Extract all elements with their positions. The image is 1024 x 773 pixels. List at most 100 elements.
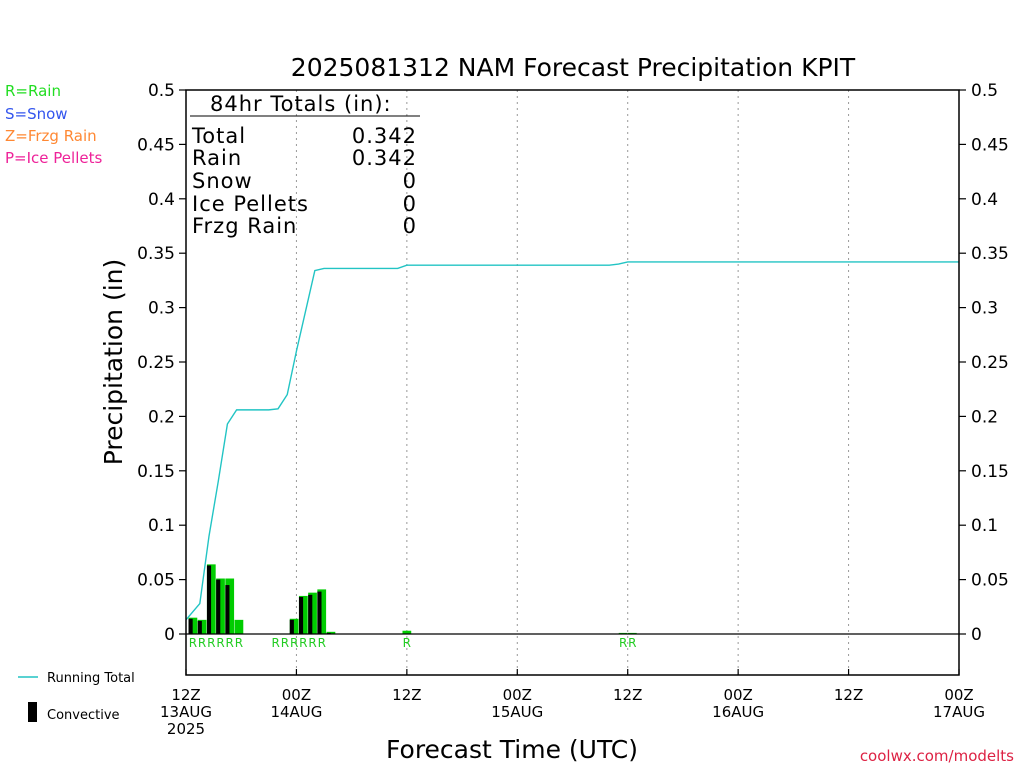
running-total-line <box>185 261 959 621</box>
y-tick-label-right: 0.4 <box>971 190 998 210</box>
rain-bar <box>225 578 235 634</box>
x-tick-label: 12Z <box>613 686 642 704</box>
ptype-legend-rain: R=Rain <box>5 82 61 100</box>
rain-bar <box>188 617 198 634</box>
y-tick-label-left: 0.5 <box>148 81 175 101</box>
rain-bar <box>402 630 412 634</box>
ptype-label: R <box>189 636 197 650</box>
y-tick-label-right: 0.15 <box>971 462 1009 482</box>
totals-label-rain: Rain <box>192 146 242 170</box>
grid-lines <box>295 90 850 675</box>
rain-bar <box>216 578 225 634</box>
plot-frame <box>185 89 960 676</box>
y-tick-label-left: 0.25 <box>137 353 175 373</box>
convective-bar <box>216 579 221 634</box>
convective-bar <box>188 618 193 634</box>
x-tick-label: 00Z <box>282 686 311 704</box>
y-tick-label-left: 0.4 <box>148 190 175 210</box>
rain-bar <box>326 631 336 634</box>
ptype-label: R <box>290 636 298 650</box>
x-tick-label: 17AUG <box>933 703 985 721</box>
chart-title: 2025081312 NAM Forecast Precipitation KP… <box>291 53 856 82</box>
ptype-label: R <box>619 636 627 650</box>
y-tick-label-right: 0.25 <box>971 353 1009 373</box>
x-tick-label: 00Z <box>503 686 532 704</box>
rain-bar <box>298 595 308 634</box>
totals-value-ice-pellets: 0 <box>403 192 417 216</box>
convective-bar <box>308 594 313 634</box>
convective-bar <box>206 565 212 634</box>
totals-box: 84hr Totals (in): Total 0.342 Rain 0.342… <box>190 92 420 238</box>
rain-bar <box>289 618 299 634</box>
ptype-legend-ice-pellets: P=Ice Pellets <box>5 149 102 167</box>
ptype-legend-frzg-rain: Z=Frzg Rain <box>5 127 97 145</box>
credit-text: coolwx.com/modelts <box>860 747 1014 765</box>
convective-legend-swatch <box>28 702 37 722</box>
ptype-legend-snow: S=Snow <box>5 105 68 123</box>
y-tick-label-left: 0.05 <box>137 571 175 591</box>
convective-bar <box>289 619 294 634</box>
x-axis-label: Forecast Time (UTC) <box>386 735 638 764</box>
x-tick-label: 12Z <box>171 686 200 704</box>
x-tick-label: 2025 <box>167 720 205 738</box>
totals-value-frzg-rain: 0 <box>403 214 417 238</box>
y-tick-label-left: 0.35 <box>137 244 175 264</box>
convective-bar <box>298 597 304 634</box>
series-legend: Running Total Convective <box>18 671 135 723</box>
x-tick-label: 00Z <box>944 686 973 704</box>
y-tick-label-left: 0.1 <box>148 516 175 536</box>
y-tick-label-left: 0.15 <box>137 462 175 482</box>
y-tick-label-right: 0.5 <box>971 81 998 101</box>
totals-label-total: Total <box>191 124 246 148</box>
ptype-label: R <box>628 636 636 650</box>
y-tick-label-right: 0.1 <box>971 516 998 536</box>
x-tick-label: 13AUG <box>160 703 212 721</box>
ptype-label: R <box>299 636 307 650</box>
rain-bar <box>206 564 216 634</box>
ptype-label: R <box>226 636 234 650</box>
y-tick-label-left: 0 <box>164 625 175 645</box>
y-tick-label-right: 0.45 <box>971 135 1009 155</box>
y-tick-label-right: 0 <box>971 625 982 645</box>
running-total-legend-label: Running Total <box>47 671 135 686</box>
totals-value-snow: 0 <box>403 169 417 193</box>
rain-bar <box>234 619 244 634</box>
totals-value-total: 0.342 <box>352 124 417 148</box>
ptype-label: R <box>318 636 326 650</box>
x-tick-label: 00Z <box>723 686 752 704</box>
totals-value-rain: 0.342 <box>352 146 417 170</box>
y-tick-label-left: 0.2 <box>148 407 175 427</box>
y-tick-label-left: 0.45 <box>137 135 175 155</box>
rain-bar <box>317 589 327 634</box>
totals-label-ice-pellets: Ice Pellets <box>192 192 309 216</box>
totals-heading: 84hr Totals (in): <box>210 92 392 116</box>
ptype-label: R <box>207 636 215 650</box>
ptype-label: R <box>308 636 316 650</box>
x-tick-label: 14AUG <box>270 703 322 721</box>
y-tick-label-right: 0.35 <box>971 244 1009 264</box>
y-tick-label-right: 0.2 <box>971 407 998 427</box>
x-tick-label: 12Z <box>392 686 421 704</box>
y-tick-label-right: 0.05 <box>971 571 1009 591</box>
convective-bar <box>225 585 230 634</box>
ptype-label: R <box>216 636 224 650</box>
convective-legend-label: Convective <box>47 708 120 723</box>
precip-bars <box>188 564 637 634</box>
y-tick-label-right: 0.3 <box>971 299 998 319</box>
ptype-label: R <box>272 636 280 650</box>
ptype-label: R <box>281 636 289 650</box>
rain-bar <box>308 592 317 634</box>
ptype-label: R <box>198 636 206 650</box>
y-axis-ticks: 0 00.05 0.050.1 0.10.15 0.150.2 0.20.25 0.250.… <box>137 81 1009 645</box>
y-axis-label: Precipitation (in) <box>99 259 128 466</box>
x-tick-label: 16AUG <box>712 703 764 721</box>
ptype-label: R <box>403 636 411 650</box>
rain-bar <box>197 619 207 634</box>
ptype-label: R <box>235 636 243 650</box>
convective-bar <box>317 591 322 634</box>
y-tick-label-left: 0.3 <box>148 299 175 319</box>
convective-bar <box>197 620 202 634</box>
